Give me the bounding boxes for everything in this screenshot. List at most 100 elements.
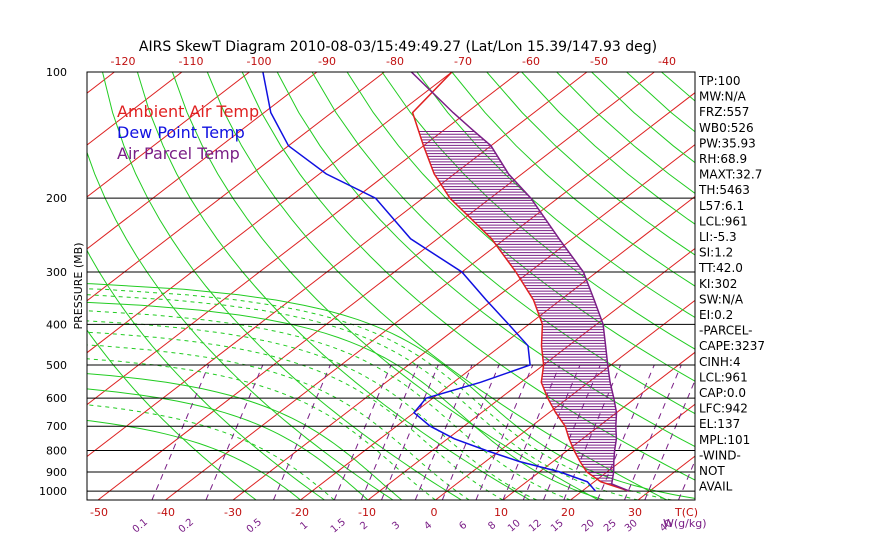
sounding-index: WB0:526 xyxy=(699,121,754,135)
moist-adiabat xyxy=(87,344,470,500)
isotherm xyxy=(87,72,183,146)
pressure-tick-label: 700 xyxy=(46,420,67,433)
sounding-index: -WIND- xyxy=(699,448,741,462)
pressure-tick-label: 500 xyxy=(46,359,67,372)
mixing-ratio-tick-label: 3 xyxy=(390,520,402,533)
bottom-temp-tick-label: -10 xyxy=(358,506,376,519)
bottom-temp-tick-label: 30 xyxy=(628,506,642,519)
top-temp-tick-label: -100 xyxy=(247,55,272,68)
dry-adiabat xyxy=(311,72,695,415)
sounding-index: SI:1.2 xyxy=(699,246,733,260)
legend: Ambient Air Temp Dew Point Temp Air Parcel… xyxy=(117,102,259,163)
bottom-temp-tick-label: -40 xyxy=(157,506,175,519)
mixing-ratio-line xyxy=(273,364,331,500)
mixing-ratio-line xyxy=(624,364,682,500)
plot-frame xyxy=(86,71,696,501)
sounding-index: LCL:961 xyxy=(699,370,748,384)
dry-adiabat xyxy=(451,72,695,287)
dry-adiabat xyxy=(87,249,325,500)
dry-adiabat xyxy=(766,72,870,500)
dry-adiabat xyxy=(87,150,394,500)
moist-adiabat xyxy=(87,331,504,500)
chart-title: AIRS SkewT Diagram 2010-08-03/15:49:49.2… xyxy=(139,39,657,55)
dry-adiabat xyxy=(661,72,695,102)
top-temp-tick-label: -90 xyxy=(318,55,336,68)
bottom-temp-tick-label: -30 xyxy=(224,506,242,519)
cape-hatch xyxy=(418,131,617,485)
mixing-ratio-line xyxy=(151,364,210,500)
moist-adiabat xyxy=(87,320,538,500)
top-temp-tick-label: -60 xyxy=(522,55,540,68)
pressure-tick-label: 400 xyxy=(46,318,67,331)
legend-entry: Dew Point Temp xyxy=(117,123,245,142)
sounding-index: AVAIL xyxy=(699,480,733,494)
isotherm xyxy=(841,72,870,500)
isotherm xyxy=(87,72,520,406)
isotherm xyxy=(165,92,695,500)
pressure-tick-label: 600 xyxy=(46,392,67,405)
sounding-index: FRZ:557 xyxy=(699,105,749,119)
sounding-index: -PARCEL- xyxy=(699,324,753,338)
pressure-tick-label: 900 xyxy=(46,466,67,479)
mixing-ratio-line xyxy=(644,379,695,500)
pressure-tick-label: 200 xyxy=(46,192,67,205)
top-temp-tick-label: -80 xyxy=(386,55,404,68)
pressure-tick-label: 800 xyxy=(46,445,67,458)
sounding-index: TT:42.0 xyxy=(698,261,743,275)
mixing-ratio-line xyxy=(360,364,419,500)
isotherm xyxy=(87,72,385,302)
mixing-ratio-tick-label: 1.5 xyxy=(329,517,348,536)
mixing-ratio-tick-label: 20 xyxy=(580,518,597,535)
top-temp-tick-label: -40 xyxy=(658,55,676,68)
dry-adiabat xyxy=(241,72,695,481)
isotherm xyxy=(87,72,588,458)
sounding-index: TH:5463 xyxy=(698,183,750,197)
isotherm xyxy=(570,403,695,500)
sounding-index: SW:N/A xyxy=(699,292,744,306)
top-temp-tick-label: -50 xyxy=(590,55,608,68)
mixing-ratio-line xyxy=(333,364,392,500)
mixing-ratio-tick-label: 8 xyxy=(486,520,498,533)
moist-adiabat xyxy=(87,310,571,500)
mixing-ratio-tick-label: 0.5 xyxy=(245,517,264,536)
dry-adiabat xyxy=(171,72,599,500)
sounding-index: LFC:942 xyxy=(699,402,748,416)
moist-adiabat xyxy=(87,288,672,500)
dry-adiabat xyxy=(416,72,695,319)
pressure-tick-label: 100 xyxy=(46,66,67,79)
isotherm xyxy=(87,72,115,94)
bottom-temp-tick-label: -20 xyxy=(291,506,309,519)
mixing-ratio-line xyxy=(441,364,500,500)
isotherm xyxy=(87,72,453,354)
mixing-ratio-tick-label: 10 xyxy=(506,518,523,535)
dry-adiabat xyxy=(381,72,695,350)
dry-adiabat xyxy=(836,72,870,500)
isotherm xyxy=(97,72,655,500)
sounding-index: CAP:0.0 xyxy=(699,386,746,400)
series-dew-point-temp-line xyxy=(262,72,597,492)
isotherm xyxy=(0,72,47,500)
background-grid xyxy=(0,72,870,500)
mixing-ratio-tick-label: 4 xyxy=(422,520,434,533)
moist-adiabat xyxy=(87,404,335,500)
mixing-ratio-tick-label: 12 xyxy=(527,518,544,535)
dry-adiabat xyxy=(486,72,695,256)
mixing-ratio-tick-label: 30 xyxy=(623,518,640,535)
isotherm xyxy=(232,143,695,500)
bottom-temp-tick-label: 20 xyxy=(561,506,575,519)
mixing-ratio-line xyxy=(205,364,264,500)
dry-adiabat xyxy=(87,329,257,500)
dry-adiabat xyxy=(801,72,870,500)
sounding-index: CINH:4 xyxy=(699,355,741,369)
dry-adiabat xyxy=(136,72,531,500)
mixing-ratio-line xyxy=(414,364,473,500)
mixing-ratio-tick-label: 6 xyxy=(457,520,469,533)
top-temp-tick-label: -120 xyxy=(111,55,136,68)
sounding-index: MW:N/A xyxy=(699,90,747,104)
mixing-ratio-line xyxy=(475,364,534,500)
bottom-temp-tick-label: 0 xyxy=(431,506,438,519)
isotherm xyxy=(87,72,250,198)
sounding-index: LCL:961 xyxy=(699,214,748,228)
sounding-index: RH:68.9 xyxy=(699,152,747,166)
